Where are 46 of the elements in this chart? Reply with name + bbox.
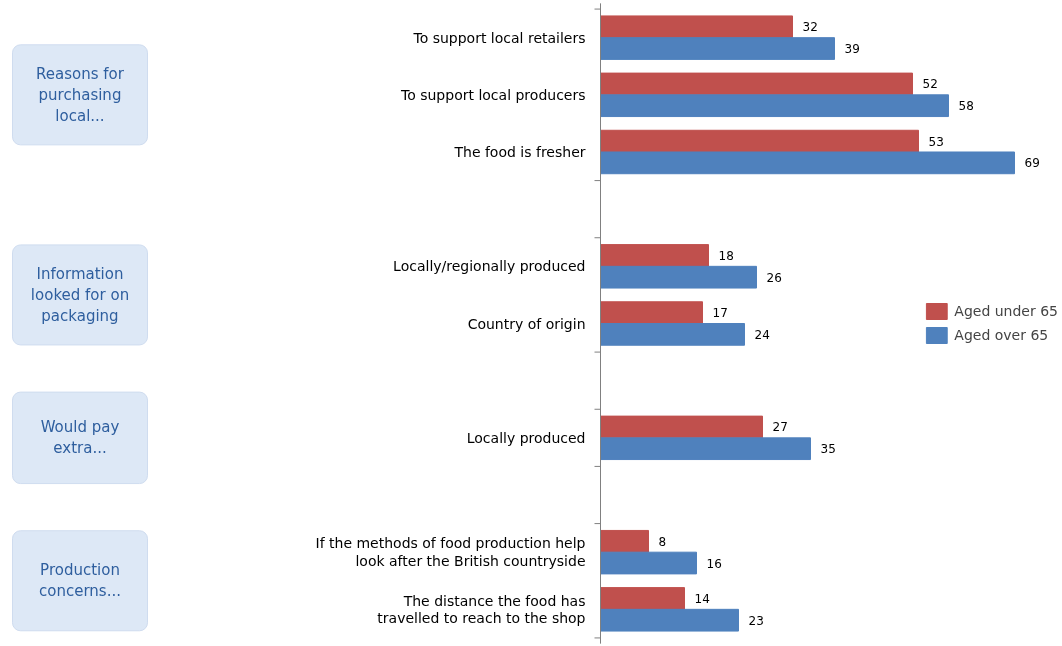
y-tick-label: Locally/regionally produced xyxy=(393,258,586,275)
legend-label: Aged under 65 xyxy=(954,303,1058,319)
bar xyxy=(600,151,1015,175)
data-label: 27 xyxy=(772,420,788,435)
y-tick-label: To support local retailers xyxy=(412,29,586,46)
bar xyxy=(600,244,709,267)
text: Production concerns... xyxy=(39,561,121,601)
data-label: 69 xyxy=(1024,156,1040,171)
y-tick-label: Locally produced xyxy=(466,429,586,446)
data-label: 24 xyxy=(754,327,770,342)
text: Information looked for on packaging xyxy=(30,265,130,325)
data-label: 17 xyxy=(712,306,728,321)
data-label: 58 xyxy=(958,99,974,114)
y-tick-label: To support local producers xyxy=(400,86,586,103)
bar xyxy=(600,608,739,632)
text: Reasons for purchasing local... xyxy=(36,65,125,125)
bar xyxy=(600,437,811,461)
bar xyxy=(600,587,685,610)
bar xyxy=(600,415,763,439)
data-label: 14 xyxy=(694,591,710,606)
bar xyxy=(600,94,949,118)
bar xyxy=(600,72,913,96)
data-label: 35 xyxy=(820,442,836,457)
data-label: 23 xyxy=(748,613,764,628)
data-label: 16 xyxy=(706,556,722,571)
legend-label: Aged over 65 xyxy=(954,327,1049,343)
bar xyxy=(600,129,919,153)
y-tick-label: The distance the food has travelled to reach to the shop xyxy=(377,592,586,627)
data-label: 18 xyxy=(718,248,734,263)
y-tick-label: The food is fresher xyxy=(453,144,586,160)
data-label: 32 xyxy=(802,20,818,35)
y-tick-label: Country of origin xyxy=(467,315,586,332)
bar xyxy=(600,265,757,289)
data-label: 53 xyxy=(928,134,944,149)
text: Would pay extra... xyxy=(40,418,120,458)
bar xyxy=(600,551,697,575)
y-tick-label: If the methods of food production help look after the British countryside xyxy=(315,535,586,569)
data-label: 52 xyxy=(922,77,938,92)
bar xyxy=(600,37,835,60)
bar xyxy=(600,301,703,324)
data-label: 39 xyxy=(844,42,860,57)
data-label: 26 xyxy=(766,270,782,285)
data-label: 8 xyxy=(658,534,667,549)
bar xyxy=(600,323,745,346)
bar xyxy=(600,15,793,39)
bar xyxy=(600,529,649,553)
